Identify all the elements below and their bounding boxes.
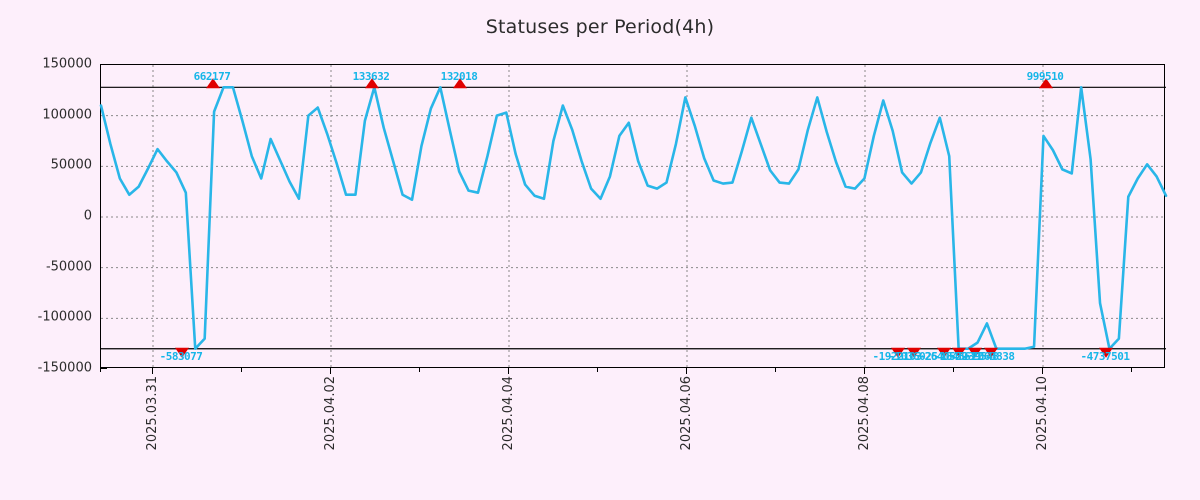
data-point-label: 662177	[193, 70, 231, 83]
data-point-label: -1845611	[933, 350, 983, 363]
outlier-marker	[1039, 78, 1053, 89]
outlier-marker	[937, 347, 951, 358]
outlier-marker	[891, 347, 905, 358]
outlier-marker	[206, 78, 220, 89]
outlier-marker	[1099, 347, 1113, 358]
x-tick-mark	[152, 368, 153, 374]
x-tick-label: 2025.04.02	[323, 376, 338, 451]
x-tick-label: 2025.04.06	[679, 376, 694, 451]
x-tick-mark	[1042, 368, 1043, 374]
x-tick-mark-minor	[241, 368, 242, 372]
outlier-marker	[984, 347, 998, 358]
plot-area	[99, 64, 1168, 369]
chart-title: Statuses per Period(4h)	[485, 16, 715, 38]
data-point-label: -2063838	[965, 350, 1015, 363]
outlier-marker	[968, 347, 982, 358]
x-tick-label: 2025.03.31	[145, 376, 160, 451]
outlier-marker	[453, 78, 467, 89]
outlier-markers	[175, 78, 1113, 358]
data-point-label: 132018	[440, 70, 478, 83]
data-point-label: -1922103	[872, 350, 922, 363]
x-tick-mark-minor	[953, 368, 954, 372]
outlier-marker	[175, 347, 189, 358]
y-tick-mark	[100, 368, 107, 369]
x-tick-label: 2025.04.04	[501, 376, 516, 451]
series-line	[99, 85, 1168, 351]
data-point-label: 133632	[352, 70, 390, 83]
x-tick-label: 2025.04.10	[1035, 376, 1050, 451]
data-point-label: 999510	[1026, 70, 1064, 83]
data-point-label: -2239548	[949, 350, 999, 363]
x-tick-mark-minor	[1131, 368, 1132, 372]
x-tick-mark-minor	[775, 368, 776, 372]
x-tick-mark	[686, 368, 687, 374]
y-tick-label: 50000	[50, 157, 92, 173]
y-tick-label: 150000	[42, 56, 92, 72]
x-tick-mark-minor	[100, 368, 101, 372]
x-tick-mark	[864, 368, 865, 374]
x-tick-mark-minor	[597, 368, 598, 372]
y-tick-label: 0	[83, 208, 92, 224]
outlier-marker	[907, 347, 921, 358]
outlier-marker	[952, 347, 966, 358]
y-tick-label: -150000	[37, 360, 92, 376]
x-tick-mark-minor	[419, 368, 420, 372]
data-point-label: -1036025	[888, 350, 938, 363]
grid-lines	[101, 65, 1166, 369]
clip-lines	[101, 86, 1166, 350]
data-point-label: -583077	[159, 350, 203, 363]
y-tick-label: 100000	[42, 107, 92, 123]
outlier-marker	[365, 78, 379, 89]
y-tick-label: -100000	[37, 309, 92, 325]
y-tick-label: -50000	[45, 259, 92, 275]
x-tick-mark	[508, 368, 509, 374]
data-point-label: -4737501	[1080, 350, 1130, 363]
x-tick-label: 2025.04.08	[857, 376, 872, 451]
plot-svg	[99, 65, 1168, 369]
x-tick-mark	[330, 368, 331, 374]
data-point-label: -2640559	[918, 350, 968, 363]
